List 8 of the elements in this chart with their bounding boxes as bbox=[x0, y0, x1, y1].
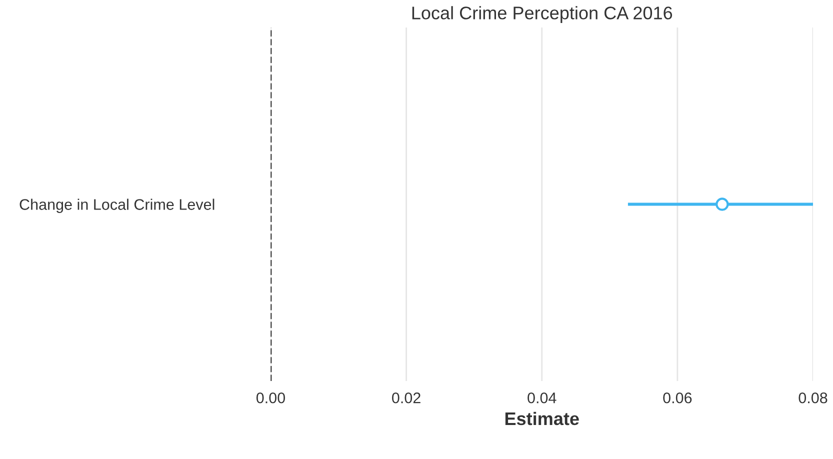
x-tick-label: 0.02 bbox=[392, 392, 420, 404]
x-tick-label: 0.00 bbox=[256, 392, 285, 404]
x-tick-label: 0.08 bbox=[798, 392, 828, 404]
x-tick-label: 0.06 bbox=[663, 392, 692, 404]
chart-title: Local Crime Perception CA 2016 bbox=[412, 6, 672, 23]
y-tick-label: Change in Local Crime Level bbox=[20, 198, 214, 213]
x-tick-label: 0.04 bbox=[528, 392, 556, 404]
x-axis-title: Estimate bbox=[505, 412, 579, 426]
